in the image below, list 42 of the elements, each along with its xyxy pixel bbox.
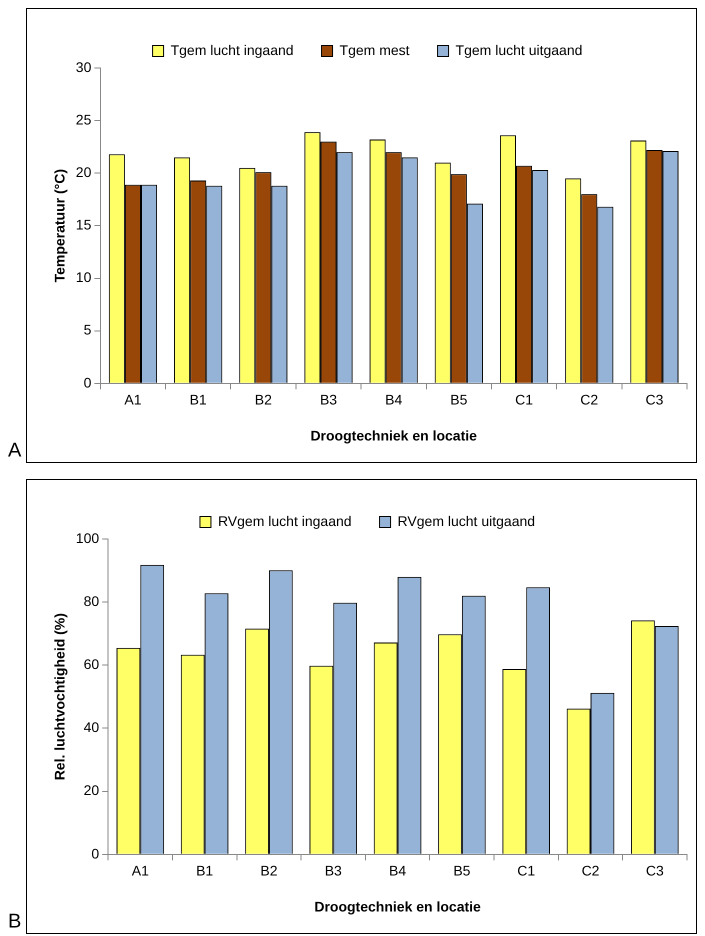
- y-axis-title: Rel. luchtvochtigheid (%): [51, 613, 68, 780]
- y-tick-label: 20: [84, 782, 100, 798]
- y-tick-label: 40: [84, 719, 100, 736]
- y-tick-label: 80: [84, 592, 100, 609]
- text: B: [8, 910, 22, 933]
- x-tick-label: A1: [132, 862, 150, 879]
- x-tick-label: C2: [580, 392, 598, 408]
- x-tick-label: B5: [450, 392, 468, 408]
- y-tick-label: 20: [76, 164, 92, 180]
- y-tick-label: 10: [76, 269, 92, 286]
- y-axis-title: Temperatuur (°C): [51, 168, 68, 282]
- x-tick-label: B1: [190, 392, 207, 408]
- y-tick-label: 100: [76, 530, 100, 546]
- legend-label: Tgem lucht ingaand: [170, 42, 294, 58]
- x-tick-label: B3: [324, 862, 342, 879]
- x-tick-label: C1: [517, 862, 536, 879]
- x-tick-label: B4: [385, 392, 402, 408]
- x-axis-title: Droogtechniek en locatie: [310, 427, 478, 444]
- y-tick-label: 15: [76, 216, 92, 233]
- y-tick-label: 25: [76, 111, 92, 128]
- legend-label: Tgem mest: [340, 42, 410, 58]
- x-tick-label: C2: [582, 862, 600, 879]
- y-tick-label: 30: [76, 58, 92, 75]
- y-tick-label: 0: [84, 374, 92, 390]
- legend-label: RVgem lucht ingaand: [218, 512, 352, 529]
- x-tick-label: B2: [254, 392, 272, 408]
- x-tick-label: C3: [645, 392, 664, 408]
- x-tick-label: B5: [453, 862, 471, 879]
- y-tick-label: 0: [91, 845, 100, 862]
- x-tick-label: C1: [515, 392, 534, 408]
- x-tick-label: B3: [320, 392, 338, 408]
- x-tick-label: A1: [124, 392, 142, 408]
- x-tick-label: B1: [196, 862, 214, 879]
- y-tick-label: 60: [84, 656, 100, 672]
- y-tick-label: 5: [84, 322, 92, 338]
- x-axis-title: Droogtechniek en locatie: [314, 898, 482, 914]
- legend-label: RVgem lucht uitgaand: [398, 512, 536, 529]
- legend-label: Tgem lucht uitgaand: [456, 42, 582, 58]
- text: A: [8, 440, 22, 462]
- x-tick-label: B4: [389, 862, 406, 879]
- x-tick-label: C3: [646, 862, 664, 879]
- x-tick-label: B2: [260, 862, 278, 879]
